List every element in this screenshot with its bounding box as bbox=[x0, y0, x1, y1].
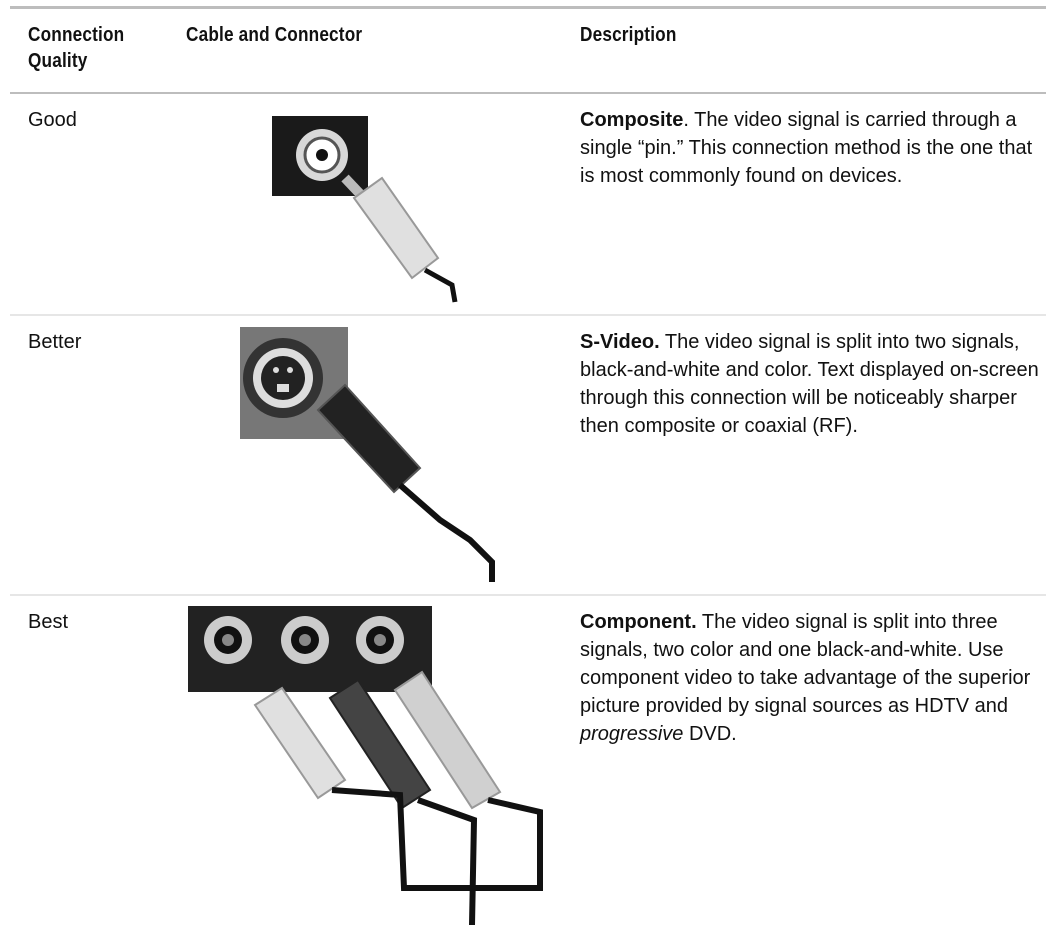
description-regular: . The video signal is carried through a … bbox=[580, 109, 1033, 187]
description-regular: DVD. bbox=[683, 723, 737, 745]
header-cable: Cable and Connector bbox=[186, 24, 363, 46]
header-quality: Connection Quality bbox=[28, 24, 125, 72]
top-rule bbox=[10, 6, 1046, 9]
description-bold: Composite bbox=[580, 109, 684, 131]
quality: Best bbox=[28, 611, 69, 633]
description-bold: S-Video. bbox=[580, 331, 660, 353]
component-image bbox=[188, 606, 543, 926]
s-video-image bbox=[240, 327, 495, 582]
header-description: Description bbox=[580, 24, 677, 46]
description: S-Video. The video signal is split into … bbox=[580, 328, 1042, 440]
description: Component. The video signal is split int… bbox=[580, 608, 1042, 748]
description-italic: progressive bbox=[580, 723, 684, 745]
row-rule bbox=[10, 594, 1046, 596]
header-rule bbox=[10, 92, 1046, 94]
composite-image bbox=[272, 116, 458, 303]
description: Composite. The video signal is carried t… bbox=[580, 106, 1042, 190]
quality: Better bbox=[28, 331, 82, 353]
description-regular: The video signal is split into two signa… bbox=[580, 331, 1039, 437]
row-rule bbox=[10, 314, 1046, 316]
description-bold: Component. bbox=[580, 611, 697, 633]
quality: Good bbox=[28, 109, 77, 131]
description-regular: The video signal is split into three sig… bbox=[580, 611, 1031, 717]
